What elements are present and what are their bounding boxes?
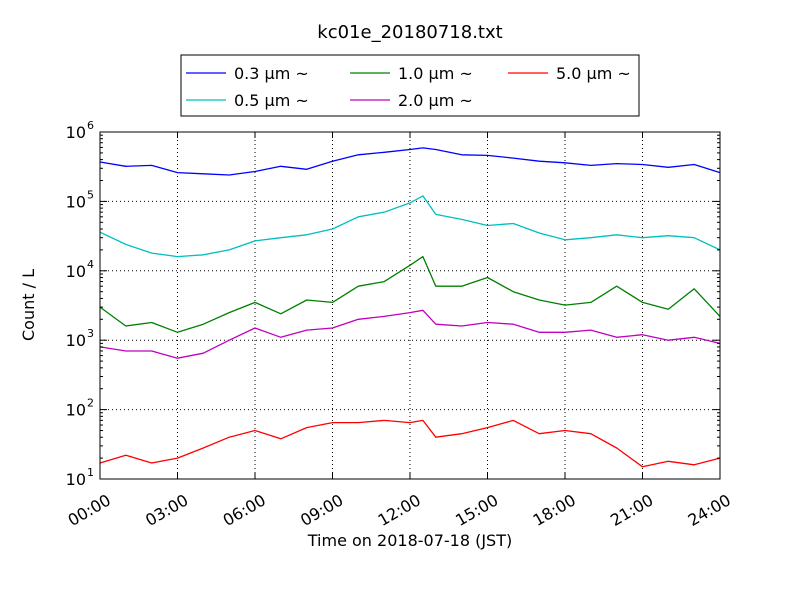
grid [100, 132, 720, 479]
y-tick-label: 10 [66, 331, 86, 350]
y-tick-label: 10 [66, 192, 86, 211]
y-axis-label: Count / L [19, 269, 38, 341]
legend: 0.3 μm ~ 0.5 μm ~ 1.0 μm ~ 2.0 μm ~ 5.0 μm ~ [180, 54, 640, 117]
chart-title: kc01e_20180718.txt [317, 22, 502, 43]
series-line-5 [99, 419, 721, 468]
y-tick-exponent: 3 [87, 327, 94, 340]
series-lines [99, 147, 721, 468]
y-tick-exponent: 1 [87, 466, 94, 479]
y-tick-exponent: 6 [87, 119, 94, 132]
legend-label-2: 0.5 μm ~ [234, 91, 309, 110]
y-tick-exponent: 2 [87, 397, 94, 410]
legend-label-4: 2.0 μm ~ [398, 91, 473, 110]
y-tick-label: 10 [66, 262, 86, 281]
x-axis-label: Time on 2018-07-18 (JST) [307, 531, 512, 550]
y-tick-label: 10 [66, 123, 86, 142]
series-line-4 [99, 309, 721, 359]
y-tick-exponent: 5 [87, 188, 94, 201]
legend-label-1: 0.3 μm ~ [234, 64, 309, 83]
legend-box [180, 54, 640, 117]
legend-label-3: 1.0 μm ~ [398, 64, 473, 83]
series-line-1 [99, 147, 721, 176]
legend-label-5: 5.0 μm ~ [556, 64, 631, 83]
y-tick-exponent: 4 [87, 258, 94, 271]
series-line-3 [99, 255, 721, 333]
series-line-2 [99, 195, 721, 258]
y-tick-label: 10 [66, 470, 86, 489]
y-tick-label: 10 [66, 401, 86, 420]
